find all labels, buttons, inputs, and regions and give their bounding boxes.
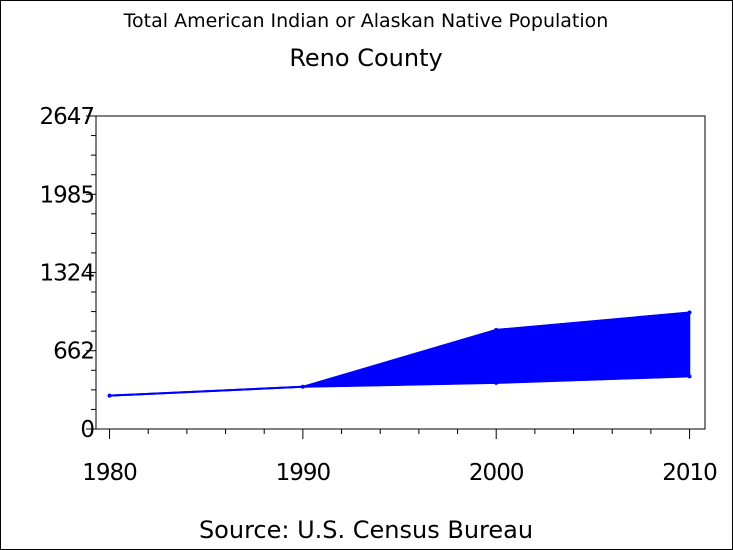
data-point-lower-2000 bbox=[494, 380, 499, 385]
data-point-lower-1980 bbox=[107, 393, 112, 398]
x-tick-label-1990: 1990 bbox=[276, 460, 331, 486]
data-point-upper-2010 bbox=[687, 310, 692, 315]
y-axis: 0 662 1324 1985 2647 bbox=[39, 104, 96, 443]
population-band-area bbox=[109, 311, 691, 397]
y-tick-label-1985: 1985 bbox=[39, 182, 94, 208]
y-tick-label-1324: 1324 bbox=[39, 260, 94, 286]
y-tick-label-2647: 2647 bbox=[39, 104, 94, 130]
data-point-lower-1990 bbox=[300, 384, 305, 389]
x-axis: 1980 1990 2000 2010 bbox=[82, 429, 718, 486]
y-tick-label-662: 662 bbox=[53, 339, 94, 365]
chart-subtitle: Reno County bbox=[289, 44, 442, 72]
data-point-lower-2010 bbox=[687, 374, 692, 379]
x-tick-label-2010: 2010 bbox=[662, 460, 717, 486]
plot-area bbox=[95, 115, 706, 430]
x-tick-label-2000: 2000 bbox=[469, 460, 524, 486]
data-point-upper-2000 bbox=[494, 327, 499, 332]
chart-title: Total American Indian or Alaskan Native … bbox=[123, 10, 609, 32]
lower-series-line bbox=[109, 375, 690, 397]
y-tick-label-0: 0 bbox=[80, 417, 94, 443]
source-footnote: Source: U.S. Census Bureau bbox=[199, 516, 533, 544]
x-tick-label-1980: 1980 bbox=[82, 460, 137, 486]
